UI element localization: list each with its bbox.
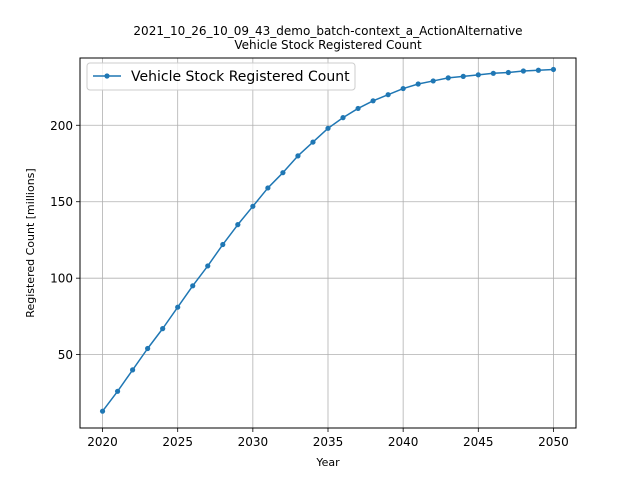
data-point xyxy=(355,105,361,112)
data-point xyxy=(250,203,256,209)
data-point xyxy=(130,367,136,373)
data-point xyxy=(235,222,241,228)
legend-swatch-marker xyxy=(104,73,110,79)
data-point xyxy=(265,185,271,191)
data-point xyxy=(205,263,211,269)
data-point xyxy=(145,345,151,352)
grid xyxy=(80,58,576,428)
x-tick-label: 2020 xyxy=(87,435,118,449)
data-point xyxy=(400,85,406,92)
legend-label: Vehicle Stock Registered Count xyxy=(131,69,350,85)
x-tick-label: 2050 xyxy=(538,435,569,449)
x-tick-label: 2040 xyxy=(388,435,419,449)
y-axis-label: Registered Count [millions] xyxy=(24,168,37,317)
data-point xyxy=(310,139,316,145)
data-point xyxy=(535,67,542,73)
series-group xyxy=(99,66,557,414)
data-point xyxy=(325,125,331,131)
data-point xyxy=(445,75,451,81)
data-point xyxy=(160,326,166,332)
legend: Vehicle Stock Registered Count xyxy=(86,62,356,91)
x-tick-label: 2025 xyxy=(162,435,193,449)
x-tick-label: 2035 xyxy=(313,435,344,449)
y-tick-label: 150 xyxy=(50,195,73,209)
data-point xyxy=(280,170,286,176)
data-point xyxy=(99,408,106,414)
data-point xyxy=(385,92,391,98)
data-point xyxy=(190,283,196,289)
x-tick-label: 2045 xyxy=(463,435,494,449)
data-point xyxy=(114,388,121,394)
y-tick-label: 50 xyxy=(58,348,73,362)
data-point xyxy=(370,98,376,104)
data-point xyxy=(175,304,181,310)
data-point xyxy=(490,70,496,76)
data-point xyxy=(295,153,301,159)
data-point xyxy=(430,78,436,84)
data-point xyxy=(475,72,481,78)
data-point xyxy=(415,81,421,87)
x-tick-label: 2030 xyxy=(238,435,269,449)
y-tick-label: 200 xyxy=(50,119,73,133)
axis-ticks: 2020 2025 2030 2035 2040 2045 2050 50 100 150 200 xyxy=(50,119,569,449)
data-point xyxy=(505,69,511,76)
data-point xyxy=(520,68,526,74)
legend-box xyxy=(86,62,356,91)
data-point xyxy=(460,73,466,79)
x-axis-label: Year xyxy=(315,456,340,469)
chart-subtitle: Vehicle Stock Registered Count xyxy=(234,38,422,52)
data-point xyxy=(550,66,557,73)
data-point xyxy=(340,115,346,121)
chart-title: 2021_10_26_10_09_43_demo_batch-context_a… xyxy=(133,24,522,38)
data-point xyxy=(220,241,226,248)
y-tick-label: 100 xyxy=(50,272,73,286)
